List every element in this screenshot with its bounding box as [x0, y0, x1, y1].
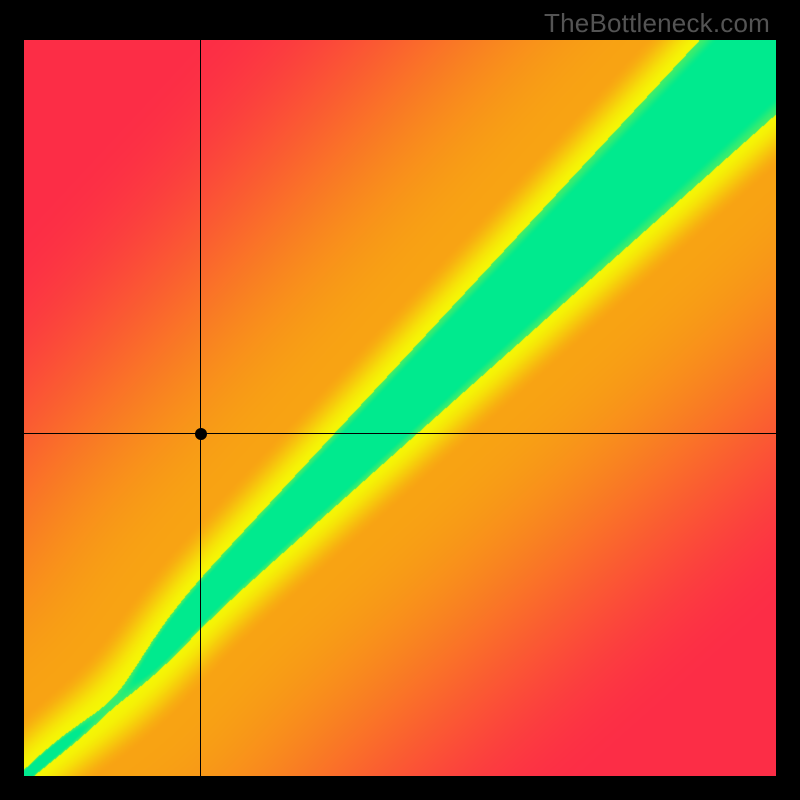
crosshair-marker	[195, 428, 207, 440]
heatmap-canvas	[24, 40, 776, 776]
crosshair-horizontal	[24, 433, 776, 434]
watermark-text: TheBottleneck.com	[544, 8, 770, 39]
plot-area	[24, 40, 776, 776]
crosshair-vertical	[200, 40, 201, 776]
